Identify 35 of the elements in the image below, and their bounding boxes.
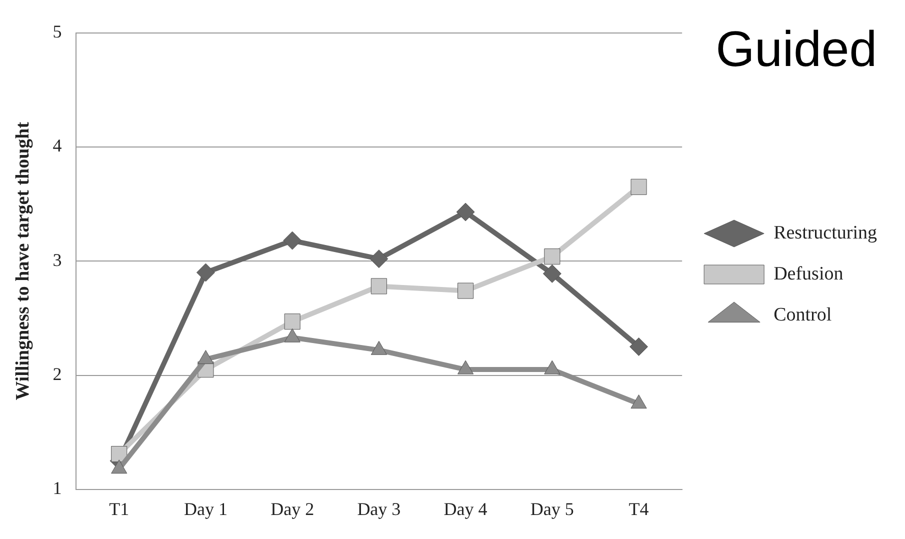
point — [284, 314, 300, 330]
point — [630, 337, 648, 356]
x-tick-label: Day 3 — [357, 498, 401, 519]
x-tick-label: Day 4 — [444, 498, 488, 519]
point — [370, 340, 387, 355]
point — [458, 282, 474, 299]
point — [542, 264, 562, 283]
point — [111, 460, 128, 474]
y-tick-label: 5 — [52, 22, 62, 42]
legend-label: Control — [774, 304, 832, 326]
legend-label: Defusion — [774, 263, 844, 284]
point — [630, 394, 647, 409]
x-tick-label: T1 — [109, 498, 130, 519]
x-tick-label: Day 1 — [184, 498, 228, 519]
point — [196, 263, 215, 282]
point — [198, 350, 214, 364]
point — [284, 328, 300, 342]
y-tick-label: 4 — [52, 136, 62, 156]
x-tick-label: Day 2 — [270, 498, 314, 519]
point — [370, 250, 388, 268]
legend-label: Restructuring — [774, 222, 878, 244]
y-tick-label: 3 — [52, 250, 62, 270]
point — [456, 202, 475, 222]
y-tick-label: 1 — [52, 478, 62, 498]
x-tick-label: Day 5 — [530, 498, 574, 519]
y-axis-title: Willingness to have target thought — [12, 121, 34, 400]
text: Guided — [716, 20, 877, 78]
point — [458, 360, 474, 374]
point — [283, 231, 302, 250]
point — [544, 248, 560, 265]
point — [370, 278, 387, 294]
y-tick-label: 2 — [52, 364, 62, 384]
point — [630, 178, 647, 195]
point — [544, 360, 560, 374]
x-tick-label: T4 — [628, 498, 649, 519]
